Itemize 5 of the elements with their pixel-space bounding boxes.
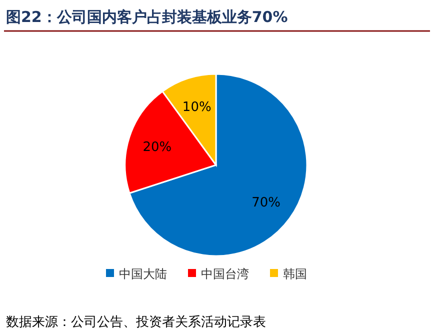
legend-label: 中国大陆: [119, 267, 167, 281]
source-note: 数据来源：公司公告、投资者关系活动记录表: [6, 315, 266, 330]
chart-title: 图22：公司国内客户占封装基板业务70%: [6, 8, 288, 26]
legend-label: 韩国: [283, 267, 307, 281]
legend-label: 中国台湾: [201, 267, 249, 281]
